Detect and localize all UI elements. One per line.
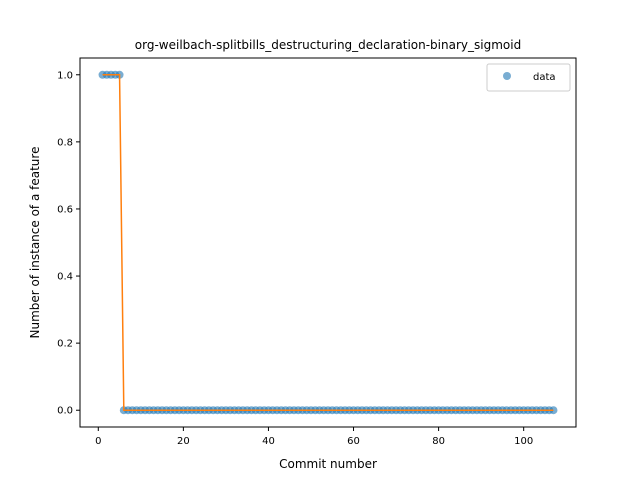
y-axis-title: Number of instance of a feature bbox=[28, 147, 42, 339]
legend-box bbox=[486, 63, 571, 92]
axis-ticks: 0 20 40 60 80 100 0.0 0.2 0.4 0.6 0.8 1.0 bbox=[57, 70, 533, 447]
y-tick-label: 0.0 bbox=[57, 406, 73, 417]
x-tick-label: 100 bbox=[514, 436, 533, 447]
y-tick-label: 0.6 bbox=[57, 204, 73, 215]
y-tick-label: 0.2 bbox=[57, 339, 73, 350]
x-tick-label: 0 bbox=[95, 436, 101, 447]
y-tick-label: 0.4 bbox=[57, 272, 73, 283]
x-tick-label: 40 bbox=[262, 436, 275, 447]
fit-line bbox=[102, 74, 554, 411]
x-tick-label: 20 bbox=[177, 436, 190, 447]
legend-label-data: data bbox=[533, 72, 556, 83]
x-axis-title: Commit number bbox=[279, 457, 377, 471]
legend-marker-data bbox=[503, 72, 511, 80]
axes-frame bbox=[79, 57, 577, 428]
plot-area bbox=[98, 70, 558, 415]
chart-title: org-weilbach-splitbills_destructuring_de… bbox=[135, 38, 521, 52]
legend: data bbox=[486, 63, 571, 92]
y-tick-label: 1.0 bbox=[57, 70, 73, 81]
x-tick-label: 60 bbox=[347, 436, 360, 447]
x-tick-label: 80 bbox=[432, 436, 445, 447]
y-tick-label: 0.8 bbox=[57, 137, 73, 148]
